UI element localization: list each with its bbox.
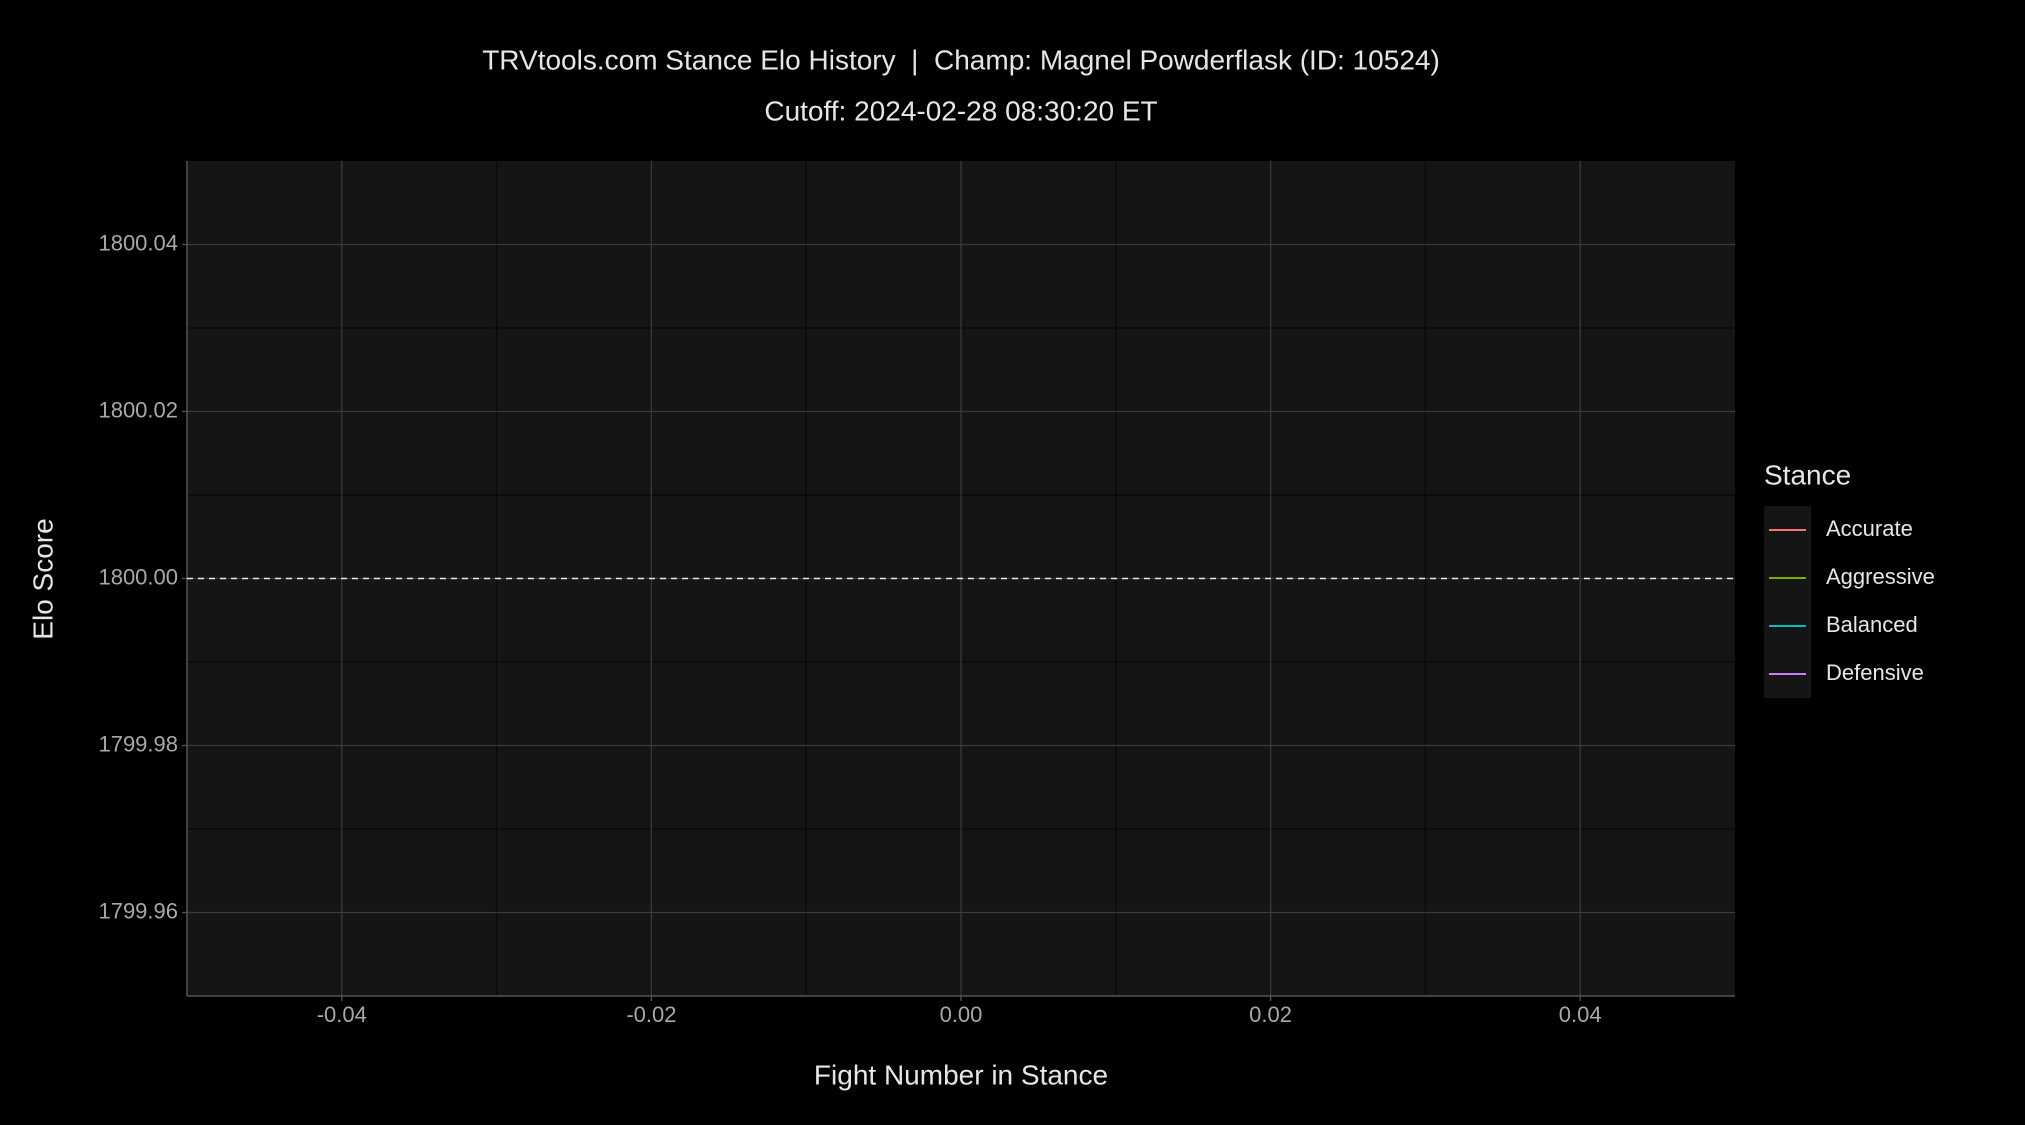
x-axis-title: Fight Number in Stance	[814, 1059, 1108, 1090]
x-tick-label: -0.04	[317, 1002, 367, 1027]
x-tick-label: -0.02	[626, 1002, 676, 1027]
x-tick-label: 0.00	[940, 1002, 983, 1027]
chart-title: TRVtools.com Stance Elo History | Champ:…	[482, 44, 1440, 75]
legend-key-background	[1764, 506, 1811, 698]
y-tick-label: 1800.00	[98, 564, 178, 589]
y-axis-title: Elo Score	[27, 518, 58, 639]
y-tick-label: 1800.02	[98, 397, 178, 422]
x-tick-label: 0.02	[1249, 1002, 1292, 1027]
y-tick-label: 1799.98	[98, 731, 178, 756]
legend-label: Balanced	[1826, 612, 1918, 637]
legend-label: Defensive	[1826, 660, 1924, 685]
legend-title: Stance	[1764, 459, 1851, 490]
x-tick-label: 0.04	[1559, 1002, 1602, 1027]
chart-subtitle: Cutoff: 2024-02-28 08:30:20 ET	[764, 95, 1157, 126]
legend-label: Aggressive	[1826, 564, 1935, 589]
legend-label: Accurate	[1826, 516, 1913, 541]
y-tick-label: 1800.04	[98, 230, 178, 255]
y-tick-label: 1799.96	[98, 898, 178, 923]
